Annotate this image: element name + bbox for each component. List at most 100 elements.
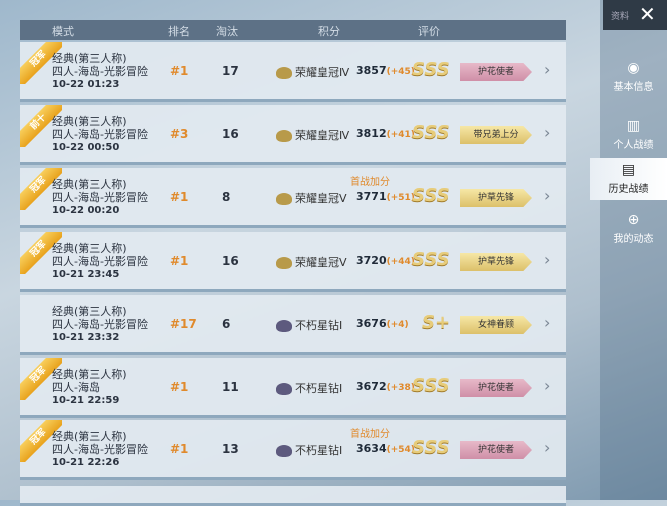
match-rank: #1	[170, 254, 189, 268]
chevron-right-icon[interactable]: ›	[544, 60, 551, 79]
list-item[interactable]: 前十 经典(第三人称) 四人-海岛-光影冒险 10-22 00:50 #3 16 荣耀…	[20, 105, 566, 165]
score: 3634(+54)	[356, 442, 415, 455]
diamond-tier-icon	[276, 445, 292, 457]
title-tag: 带兄弟上分	[460, 126, 532, 144]
match-rank: #1	[170, 190, 189, 204]
score: 3676(+4)	[356, 317, 409, 330]
match-mode: 经典(第三人称)	[52, 430, 127, 443]
match-info: 经典(第三人称) 四人-海岛-光影冒险 10-21 23:45	[52, 242, 148, 281]
score: 3812(+41)	[356, 127, 415, 140]
match-kills: 13	[222, 442, 239, 456]
grade: S+	[422, 312, 451, 333]
chevron-right-icon[interactable]: ›	[544, 438, 551, 457]
nav-item-stats[interactable]: ▥ 个人战绩	[600, 118, 667, 151]
match-time: 10-21 22:59	[52, 395, 120, 406]
header-rank: 排名	[168, 25, 190, 38]
match-kills: 16	[222, 254, 239, 268]
first-match-bonus: 首战加分	[350, 429, 390, 440]
match-kills: 8	[222, 190, 231, 204]
sidebar	[600, 0, 667, 500]
tier: 不朽星钻Ⅰ	[276, 317, 342, 333]
score: 3857(+45)	[356, 64, 415, 77]
score-delta: (+4)	[386, 320, 409, 330]
grade: SSS	[412, 375, 450, 396]
nav-item-history[interactable]: ▤ 历史战绩	[590, 158, 667, 200]
tier: 不朽星钻Ⅰ	[276, 380, 342, 396]
title-tag: 护花使者	[460, 441, 532, 459]
score-delta: (+38)	[386, 383, 415, 393]
profile-icon: ◉	[627, 60, 640, 76]
match-kills: 11	[222, 380, 239, 394]
match-rank: #1	[170, 64, 189, 78]
chevron-right-icon[interactable]: ›	[544, 250, 551, 269]
list-item-partial[interactable]	[20, 486, 566, 506]
score-delta: (+45)	[386, 67, 415, 77]
chevron-right-icon[interactable]: ›	[544, 376, 551, 395]
crown-tier-icon	[276, 257, 292, 269]
grade: SSS	[412, 59, 450, 80]
list-item[interactable]: 冠军 经典(第三人称) 四人-海岛-光影冒险 10-22 00:20 #1 8 荣耀皇…	[20, 168, 566, 228]
nav-item-moments[interactable]: ⊕ 我的动态	[600, 212, 667, 245]
header-mode: 模式	[52, 25, 74, 38]
match-map: 四人-海岛-光影冒险	[52, 65, 148, 78]
tier: 荣耀皇冠Ⅳ	[276, 64, 349, 80]
match-mode: 经典(第三人称)	[52, 242, 127, 255]
match-map: 四人-海岛-光影冒险	[52, 255, 148, 268]
match-info: 经典(第三人称) 四人-海岛-光影冒险 10-22 00:50	[52, 115, 148, 154]
nav-item-profile[interactable]: ◉ 基本信息	[600, 60, 667, 93]
table-header: 模式 排名 淘汰 积分 评价	[20, 20, 566, 40]
score-delta: (+41)	[386, 130, 415, 140]
first-match-bonus: 首战加分	[350, 177, 390, 188]
grade: SSS	[412, 249, 450, 270]
tier: 荣耀皇冠Ⅴ	[276, 254, 347, 270]
moments-icon: ⊕	[627, 212, 640, 228]
profile-label: 资料	[611, 12, 630, 22]
match-map: 四人-海岛-光影冒险	[52, 443, 148, 456]
match-time: 10-21 23:32	[52, 332, 120, 343]
score-delta: (+54)	[386, 445, 415, 455]
match-mode: 经典(第三人称)	[52, 178, 127, 191]
list-item[interactable]: 冠军 经典(第三人称) 四人-海岛-光影冒险 10-22 01:23 #1 17 荣耀…	[20, 42, 566, 102]
diamond-tier-icon	[276, 383, 292, 395]
crown-tier-icon	[276, 193, 292, 205]
grade: SSS	[412, 185, 450, 206]
match-mode: 经典(第三人称)	[52, 52, 127, 65]
score: 3672(+38)	[356, 380, 415, 393]
match-map: 四人-海岛-光影冒险	[52, 128, 148, 141]
match-time: 10-22 00:50	[52, 142, 120, 153]
match-info: 经典(第三人称) 四人-海岛-光影冒险 10-21 23:32	[52, 305, 148, 344]
list-item[interactable]: 经典(第三人称) 四人-海岛-光影冒险 10-21 23:32 #17 6 不朽星钻…	[20, 295, 566, 355]
match-map: 四人-海岛	[52, 381, 100, 394]
match-info: 经典(第三人称) 四人-海岛-光影冒险 10-22 00:20	[52, 178, 148, 217]
title-tag: 护草先锋	[460, 253, 532, 271]
match-rank: #1	[170, 380, 189, 394]
score-delta: (+51)	[386, 193, 415, 203]
close-icon[interactable]: ✕	[639, 2, 656, 26]
grade: SSS	[412, 122, 450, 143]
chevron-right-icon[interactable]: ›	[544, 186, 551, 205]
title-tag: 护花使者	[460, 379, 532, 397]
score-delta: (+44)	[386, 257, 415, 267]
crown-tier-icon	[276, 130, 292, 142]
chevron-right-icon[interactable]: ›	[544, 313, 551, 332]
score: 3720(+44)	[356, 254, 415, 267]
stats-icon: ▥	[626, 118, 641, 134]
list-item[interactable]: 冠军 经典(第三人称) 四人-海岛 10-21 22:59 #1 11 不朽星钻Ⅰ 3…	[20, 358, 566, 418]
grade: SSS	[412, 437, 450, 458]
match-kills: 16	[222, 127, 239, 141]
top-bar: 资料 ✕	[603, 0, 667, 30]
match-map: 四人-海岛-光影冒险	[52, 318, 148, 331]
history-icon: ▤	[621, 162, 636, 178]
crown-tier-icon	[276, 67, 292, 79]
match-info: 经典(第三人称) 四人-海岛-光影冒险 10-22 01:23	[52, 52, 148, 91]
list-item[interactable]: 冠军 经典(第三人称) 四人-海岛-光影冒险 10-21 22:26 #1 13 不朽…	[20, 420, 566, 480]
title-tag: 护草先锋	[460, 189, 532, 207]
chevron-right-icon[interactable]: ›	[544, 123, 551, 142]
tier: 荣耀皇冠Ⅴ	[276, 190, 347, 206]
header-score: 积分	[318, 25, 340, 38]
list-item[interactable]: 冠军 经典(第三人称) 四人-海岛-光影冒险 10-21 23:45 #1 16 荣耀…	[20, 232, 566, 292]
match-time: 10-22 01:23	[52, 79, 120, 90]
match-rank: #3	[170, 127, 189, 141]
header-rating: 评价	[418, 25, 440, 38]
match-time: 10-21 22:26	[52, 457, 120, 468]
